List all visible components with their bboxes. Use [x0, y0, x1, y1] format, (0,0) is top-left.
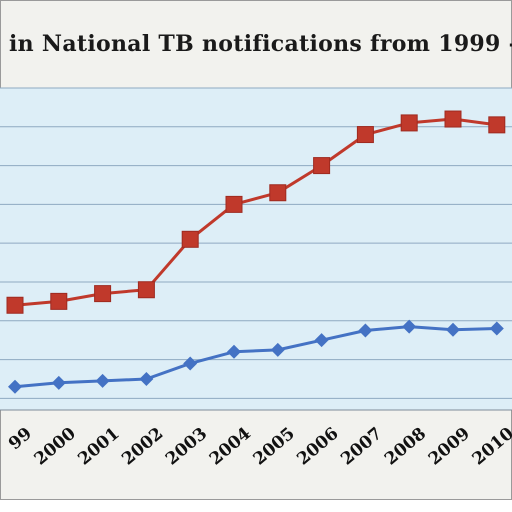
- data-point: [181, 230, 199, 248]
- x-tick-label: 2009: [425, 424, 474, 470]
- x-tick-label: 2001: [74, 424, 123, 470]
- series-line: [14, 325, 497, 389]
- series-2: [8, 319, 504, 394]
- data-point: [446, 322, 460, 337]
- x-tick-label: 2002: [118, 424, 167, 470]
- data-point: [8, 379, 22, 394]
- chart-title: in National TB notifications from 1999 -: [9, 31, 512, 57]
- data-point: [444, 110, 462, 128]
- x-tick-label: 2006: [293, 424, 342, 470]
- x-tick-label: 2005: [250, 424, 299, 470]
- x-tick-label: 2003: [162, 424, 211, 470]
- data-point: [183, 356, 198, 371]
- data-point: [6, 296, 24, 314]
- x-tick-label: 2010: [469, 424, 512, 470]
- data-point: [50, 292, 68, 310]
- data-point: [95, 373, 110, 388]
- data-point: [400, 114, 418, 132]
- x-tick-label: 2000: [31, 424, 80, 470]
- data-point: [313, 157, 331, 175]
- x-tick-label: 2004: [206, 424, 255, 470]
- series-1: [6, 110, 506, 314]
- data-point: [51, 375, 66, 390]
- data-point: [402, 319, 417, 334]
- data-point: [489, 321, 504, 336]
- series-group: [6, 110, 506, 394]
- gridlines: [0, 87, 512, 399]
- data-point: [227, 344, 241, 359]
- data-point: [356, 126, 374, 144]
- data-point: [488, 116, 506, 134]
- x-tick-label: 2008: [381, 424, 430, 470]
- data-point: [139, 371, 154, 386]
- data-point: [269, 184, 287, 202]
- data-point: [94, 285, 112, 303]
- data-point: [358, 323, 373, 338]
- x-tick-label: 99: [5, 424, 36, 455]
- data-point: [314, 333, 329, 348]
- data-point: [270, 342, 285, 357]
- data-point: [137, 281, 155, 299]
- plot-area: [0, 87, 512, 411]
- data-point: [225, 195, 243, 213]
- x-tick-label: 2007: [337, 424, 386, 470]
- x-tick-labels: 9920002001200220032004200520062007200820…: [5, 424, 512, 470]
- plot-background: [0, 88, 512, 410]
